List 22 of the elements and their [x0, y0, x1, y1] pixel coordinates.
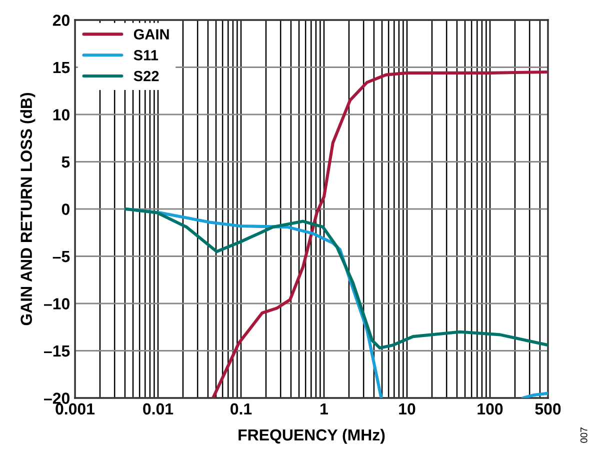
y-tick-label: 15	[53, 62, 70, 74]
y-tick-label: –20	[44, 392, 70, 404]
y-tick-label: 10	[53, 109, 70, 120]
x-tick-label: 10	[399, 403, 416, 415]
legend-label: GAIN	[134, 29, 169, 40]
y-tick-label: –5	[52, 251, 70, 262]
y-axis-title: GAIN AND RETURN LOSS (dB)	[20, 92, 36, 326]
x-tick-label: 1	[320, 403, 328, 414]
y-tick-label: –15	[44, 346, 70, 357]
x-axis-title: FREQUENCY (MHz)	[238, 428, 385, 444]
x-tick-label: 0.001	[56, 403, 95, 415]
text: 007	[580, 428, 588, 443]
x-tick-label: 0.01	[143, 403, 174, 415]
y-tick-label: 20	[52, 14, 70, 26]
legend-label: S11	[134, 50, 158, 60]
legend-label: S22	[134, 70, 159, 82]
y-tick-label: 0	[62, 204, 70, 215]
y-tick-label: –10	[44, 298, 70, 310]
y-tick-label: 5	[62, 156, 70, 168]
x-tick-label: 100	[478, 403, 503, 415]
x-tick-label: 500	[535, 403, 561, 415]
x-tick-label: 0.1	[230, 403, 252, 415]
